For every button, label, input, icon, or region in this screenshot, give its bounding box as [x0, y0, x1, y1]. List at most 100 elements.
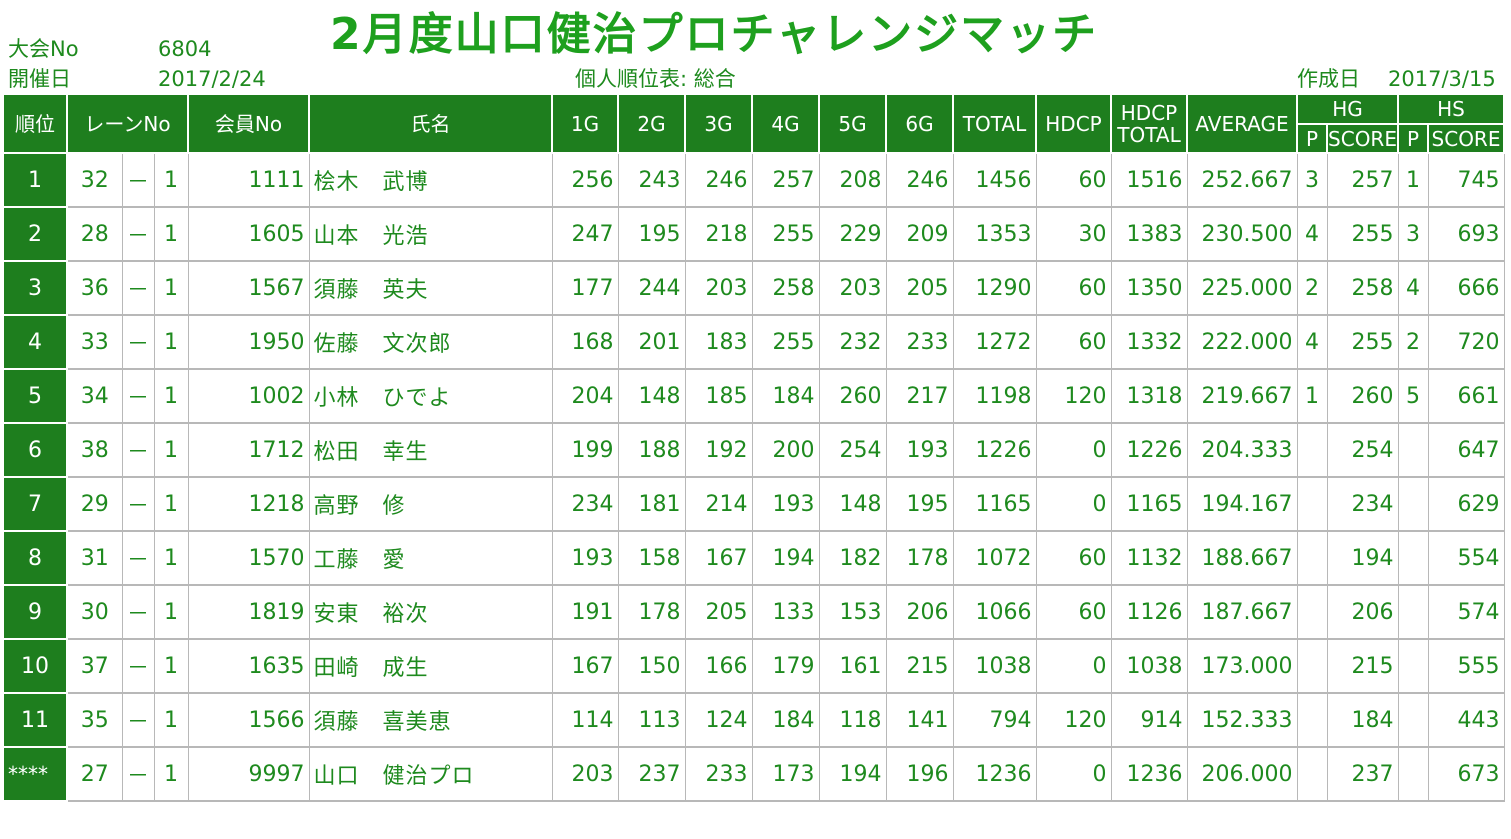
header-g3: 3G [685, 95, 753, 154]
lane-cell: 35 [67, 693, 123, 748]
game6-cell: 233 [886, 315, 954, 370]
lane-dash-cell: － [122, 531, 155, 586]
lane-sub-cell: 1 [154, 207, 189, 262]
hs-score-cell: 661 [1428, 369, 1505, 424]
hg-score-cell: 184 [1327, 693, 1399, 748]
hs-p-cell: 1 [1398, 153, 1429, 208]
hg-p-cell [1297, 477, 1328, 532]
kaisai-value: 2017/2/24 [158, 67, 266, 91]
rank-cell: 3 [4, 261, 68, 316]
kaisai-label: 開催日 [8, 67, 71, 91]
name-cell: 工藤 愛 [309, 531, 553, 586]
game2-cell: 237 [618, 747, 686, 802]
average-cell: 204.333 [1187, 423, 1298, 478]
game2-cell: 195 [618, 207, 686, 262]
game1-cell: 204 [552, 369, 619, 424]
game4-cell: 193 [752, 477, 820, 532]
hdcp-total-cell: 1350 [1111, 261, 1188, 316]
lane-dash-cell: － [122, 423, 155, 478]
average-cell: 173.000 [1187, 639, 1298, 694]
hs-score-cell: 554 [1428, 531, 1505, 586]
table-row: 6 38 － 1 1712 松田 幸生 199 188 192 200 254 193 1226 0 122… [4, 423, 1505, 478]
hs-p-cell [1398, 423, 1429, 478]
member-no-cell: 1635 [188, 639, 310, 694]
header-hs-p: P [1398, 124, 1429, 154]
hg-p-cell [1297, 693, 1328, 748]
game5-cell: 229 [819, 207, 887, 262]
table-row: 3 36 － 1 1567 須藤 英夫 177 244 203 258 203 205 1290 60 13… [4, 261, 1505, 316]
game1-cell: 234 [552, 477, 619, 532]
header-total: TOTAL [953, 95, 1037, 154]
game2-cell: 188 [618, 423, 686, 478]
game5-cell: 232 [819, 315, 887, 370]
hg-score-cell: 258 [1327, 261, 1399, 316]
game5-cell: 194 [819, 747, 887, 802]
lane-dash-cell: － [122, 261, 155, 316]
hdcp-cell: 60 [1036, 531, 1112, 586]
table-row: 1 32 － 1 1111 桧木 武博 256 243 246 257 208 246 1456 60 15… [4, 153, 1505, 208]
hdcp-cell: 60 [1036, 585, 1112, 640]
table-row: 7 29 － 1 1218 高野 修 234 181 214 193 148 195 1165 0 1165… [4, 477, 1505, 532]
hdcp-cell: 0 [1036, 639, 1112, 694]
lane-sub-cell: 1 [154, 639, 189, 694]
name-cell: 桧木 武博 [309, 153, 553, 208]
hg-p-cell [1297, 747, 1328, 802]
game1-cell: 114 [552, 693, 619, 748]
hdcp-cell: 60 [1036, 153, 1112, 208]
sakusei-value: 2017/3/15 [1388, 67, 1496, 91]
header-hdcp: HDCP [1036, 95, 1112, 154]
hdcp-cell: 120 [1036, 369, 1112, 424]
game1-cell: 168 [552, 315, 619, 370]
average-cell: 152.333 [1187, 693, 1298, 748]
header-hdcp-total: HDCP TOTAL [1111, 95, 1188, 154]
game1-cell: 199 [552, 423, 619, 478]
table-row: 5 34 － 1 1002 小林 ひでよ 204 148 185 184 260 217 1198 120… [4, 369, 1505, 424]
game2-cell: 158 [618, 531, 686, 586]
lane-dash-cell: － [122, 153, 155, 208]
game3-cell: 233 [685, 747, 753, 802]
total-cell: 1290 [953, 261, 1037, 316]
hdcp-total-cell: 1236 [1111, 747, 1188, 802]
member-no-cell: 1002 [188, 369, 310, 424]
rank-cell: **** [4, 747, 68, 802]
total-cell: 794 [953, 693, 1037, 748]
game3-cell: 192 [685, 423, 753, 478]
hg-p-cell [1297, 423, 1328, 478]
header-hs-score: SCORE [1428, 124, 1505, 154]
game5-cell: 203 [819, 261, 887, 316]
game3-cell: 166 [685, 639, 753, 694]
lane-cell: 32 [67, 153, 123, 208]
header-g5: 5G [819, 95, 887, 154]
hdcp-cell: 0 [1036, 477, 1112, 532]
game6-cell: 206 [886, 585, 954, 640]
game1-cell: 203 [552, 747, 619, 802]
header-g1: 1G [552, 95, 619, 154]
member-no-cell: 1712 [188, 423, 310, 478]
game3-cell: 124 [685, 693, 753, 748]
header-g4: 4G [752, 95, 820, 154]
game3-cell: 203 [685, 261, 753, 316]
hs-p-cell [1398, 747, 1429, 802]
lane-dash-cell: － [122, 477, 155, 532]
name-cell: 安東 裕次 [309, 585, 553, 640]
name-cell: 佐藤 文次郎 [309, 315, 553, 370]
subtitle: 個人順位表: 総合 [575, 67, 736, 91]
game6-cell: 195 [886, 477, 954, 532]
lane-sub-cell: 1 [154, 531, 189, 586]
name-cell: 山本 光浩 [309, 207, 553, 262]
game2-cell: 113 [618, 693, 686, 748]
game2-cell: 244 [618, 261, 686, 316]
lane-cell: 27 [67, 747, 123, 802]
game6-cell: 215 [886, 639, 954, 694]
total-cell: 1198 [953, 369, 1037, 424]
game3-cell: 214 [685, 477, 753, 532]
game5-cell: 153 [819, 585, 887, 640]
lane-cell: 33 [67, 315, 123, 370]
game3-cell: 167 [685, 531, 753, 586]
game3-cell: 205 [685, 585, 753, 640]
table-row: **** 27 － 1 9997 山口 健治プロ 203 237 233 173 194 196 123… [4, 747, 1505, 802]
member-no-cell: 9997 [188, 747, 310, 802]
average-cell: 188.667 [1187, 531, 1298, 586]
member-no-cell: 1111 [188, 153, 310, 208]
hg-score-cell: 194 [1327, 531, 1399, 586]
